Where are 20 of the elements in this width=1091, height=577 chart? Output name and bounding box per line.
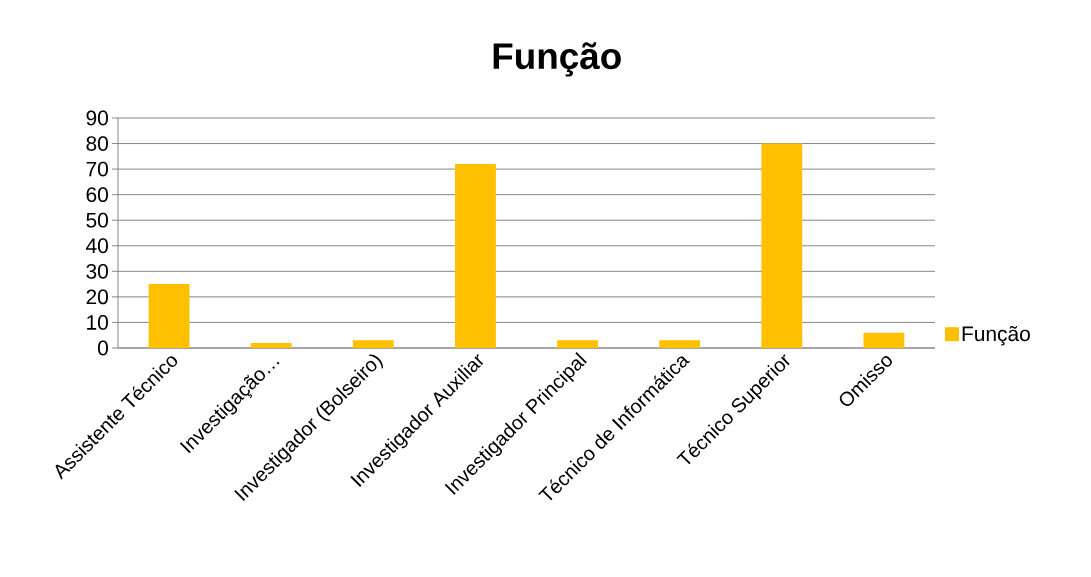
- bar: [557, 340, 598, 348]
- y-tick-label: 40: [86, 238, 108, 254]
- y-tick-label: 20: [86, 289, 108, 305]
- y-tick-label: 90: [86, 110, 108, 126]
- y-tick-label: 0: [97, 340, 108, 356]
- bar: [455, 163, 496, 348]
- bar: [148, 284, 190, 348]
- legend-label: Função: [962, 325, 1030, 346]
- y-tick-label: 80: [86, 136, 108, 151]
- bar: [659, 340, 701, 348]
- bar: [352, 340, 394, 348]
- chart-title: Função: [493, 42, 621, 77]
- y-tick-label: 10: [87, 315, 108, 330]
- y-tick-label: 70: [86, 161, 108, 177]
- bar: [863, 332, 905, 348]
- y-tick-label: 60: [86, 187, 108, 203]
- y-tick-label: 50: [86, 212, 108, 228]
- bar: [761, 143, 803, 348]
- y-tick-label: 30: [86, 263, 108, 279]
- bar: [250, 342, 292, 348]
